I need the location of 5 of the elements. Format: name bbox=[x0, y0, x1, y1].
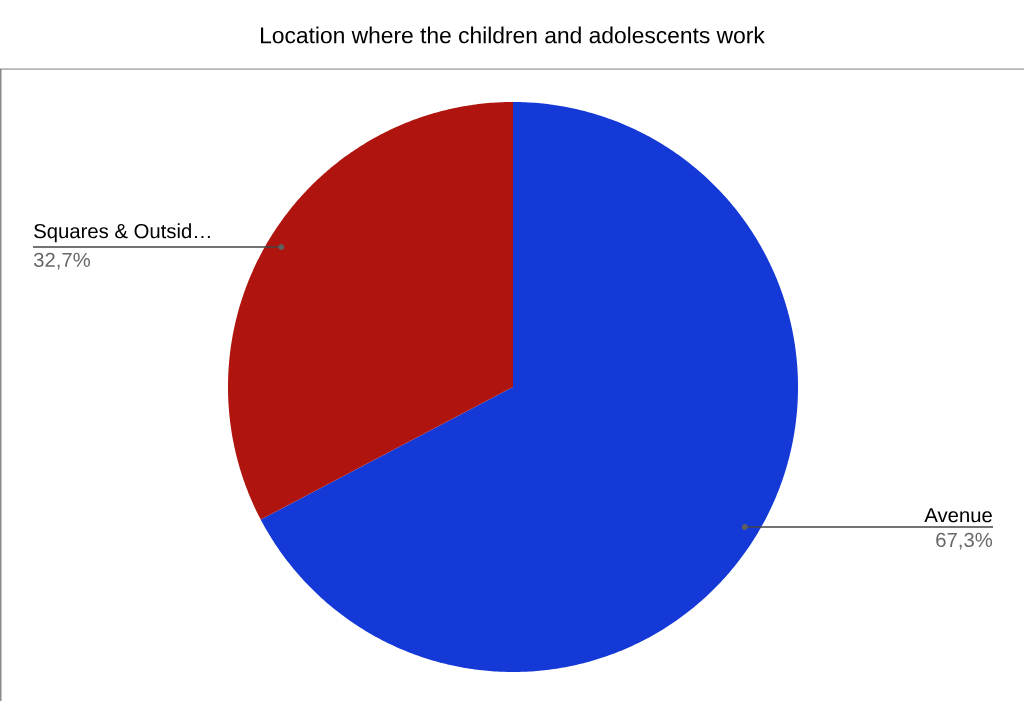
slice-label: Avenue bbox=[924, 508, 992, 523]
slice-label: Squares & Outsid… bbox=[34, 223, 210, 243]
data-label: 67,3% bbox=[936, 532, 993, 550]
data-label: 32,7% bbox=[33, 252, 91, 270]
chart-title: Location where the children and adolescents work bbox=[261, 26, 765, 44]
